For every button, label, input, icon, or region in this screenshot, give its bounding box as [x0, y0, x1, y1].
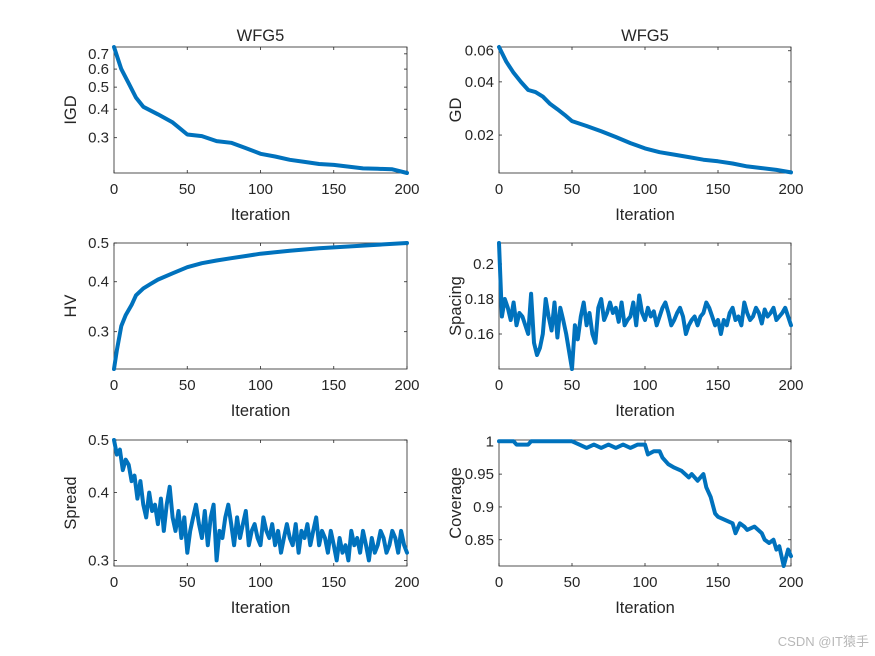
y-tick-label: 0.4	[88, 274, 109, 291]
y-axis-label: Spacing	[447, 276, 465, 336]
axes-box	[498, 46, 792, 174]
y-tick-label: 0.16	[465, 326, 494, 343]
y-tick-label: 0.18	[465, 291, 494, 308]
x-tick-label: 0	[495, 377, 503, 394]
x-tick-label: 100	[632, 574, 657, 591]
y-tick-label: 0.5	[88, 235, 109, 252]
axes-box	[498, 439, 792, 567]
x-tick-label: 150	[705, 181, 730, 198]
y-tick-label: 0.95	[465, 466, 494, 483]
axes-box	[113, 242, 408, 370]
x-tick-label: 100	[632, 377, 657, 394]
y-axis-label: GD	[447, 98, 465, 123]
y-tick-label: 0.5	[88, 79, 109, 96]
series-line	[112, 241, 409, 371]
x-tick-label: 150	[321, 574, 346, 591]
y-tick-label: 0.5	[88, 432, 109, 449]
y-axis-label: Coverage	[447, 467, 465, 539]
y-tick-label: 0.3	[88, 552, 109, 569]
x-tick-label: 50	[564, 377, 581, 394]
x-tick-label: 150	[321, 181, 346, 198]
x-tick-label: 200	[394, 377, 419, 394]
x-axis-label: Iteration	[231, 206, 291, 224]
x-tick-label: 150	[321, 377, 346, 394]
y-tick-label: 0.85	[465, 532, 494, 549]
y-tick-label: 0.7	[88, 46, 109, 63]
y-tick-label: 0.2	[473, 256, 494, 273]
x-axis-label: Iteration	[231, 599, 291, 617]
series-line	[112, 438, 409, 563]
x-axis-label: Iteration	[615, 599, 675, 617]
x-tick-label: 50	[179, 377, 196, 394]
x-tick-label: 0	[495, 574, 503, 591]
series-line	[497, 45, 793, 175]
y-tick-label: 0.06	[465, 43, 494, 60]
x-tick-label: 200	[394, 181, 419, 198]
chart-panel-1: 0 50 100 150 200 0.3 0.4 0.50.60.7 Iteration IGD W…	[62, 27, 420, 224]
y-tick-label: 0.4	[88, 101, 109, 118]
y-tick-label: 0.3	[88, 324, 109, 341]
x-tick-label: 200	[394, 574, 419, 591]
y-tick-label: 0.04	[465, 74, 494, 91]
x-tick-label: 0	[110, 181, 118, 198]
y-tick-label: 1	[486, 433, 494, 450]
series-line	[112, 45, 409, 175]
x-tick-label: 100	[632, 181, 657, 198]
y-tick-label: 0.3	[88, 130, 109, 147]
x-tick-label: 100	[248, 574, 273, 591]
chart-panel-2: 0 50 100 150 200 0.02 0.04 0.06 Iteration GD WFG5	[447, 27, 804, 224]
x-tick-label: 50	[564, 574, 581, 591]
chart-title: WFG5	[237, 27, 285, 45]
x-tick-label: 200	[778, 377, 803, 394]
series-line	[497, 439, 793, 568]
x-tick-label: 100	[248, 181, 273, 198]
x-axis-label: Iteration	[615, 402, 675, 420]
y-tick-label: 0.4	[88, 485, 109, 502]
x-axis-label: Iteration	[615, 206, 675, 224]
x-tick-label: 150	[705, 377, 730, 394]
chart-panel-5: 0 50 100 150 200 0.3 0.4 0.5 Iteration Spread	[62, 432, 420, 617]
y-tick-label: 0.02	[465, 127, 494, 144]
y-axis-label: HV	[62, 295, 80, 318]
y-axis-label: Spread	[62, 476, 80, 529]
y-tick-label: 0.6	[88, 61, 109, 78]
chart-panel-3: 0 50 100 150 200 0.3 0.4 0.5 Iteration HV	[62, 235, 420, 420]
chart-panel-6: 0 50 100 150 200 0.85 0.9 0.95 1 Iteration Coverag…	[447, 433, 804, 617]
chart-panel-4: 0 50 100 150 200 0.16 0.18 0.2 Iteration Spacing	[447, 241, 804, 420]
chart-title: WFG5	[621, 27, 669, 45]
y-axis-label: IGD	[62, 95, 80, 124]
x-tick-label: 100	[248, 377, 273, 394]
x-tick-label: 50	[564, 181, 581, 198]
x-tick-label: 0	[495, 181, 503, 198]
x-axis-label: Iteration	[231, 402, 291, 420]
x-tick-label: 200	[778, 181, 803, 198]
series-line	[497, 241, 793, 371]
x-tick-label: 150	[705, 574, 730, 591]
x-tick-label: 50	[179, 574, 196, 591]
x-tick-label: 200	[778, 574, 803, 591]
x-tick-label: 0	[110, 377, 118, 394]
x-tick-label: 50	[179, 181, 196, 198]
y-tick-label: 0.9	[473, 499, 494, 516]
x-tick-label: 0	[110, 574, 118, 591]
watermark-text: CSDN @IT猿手	[777, 634, 869, 649]
